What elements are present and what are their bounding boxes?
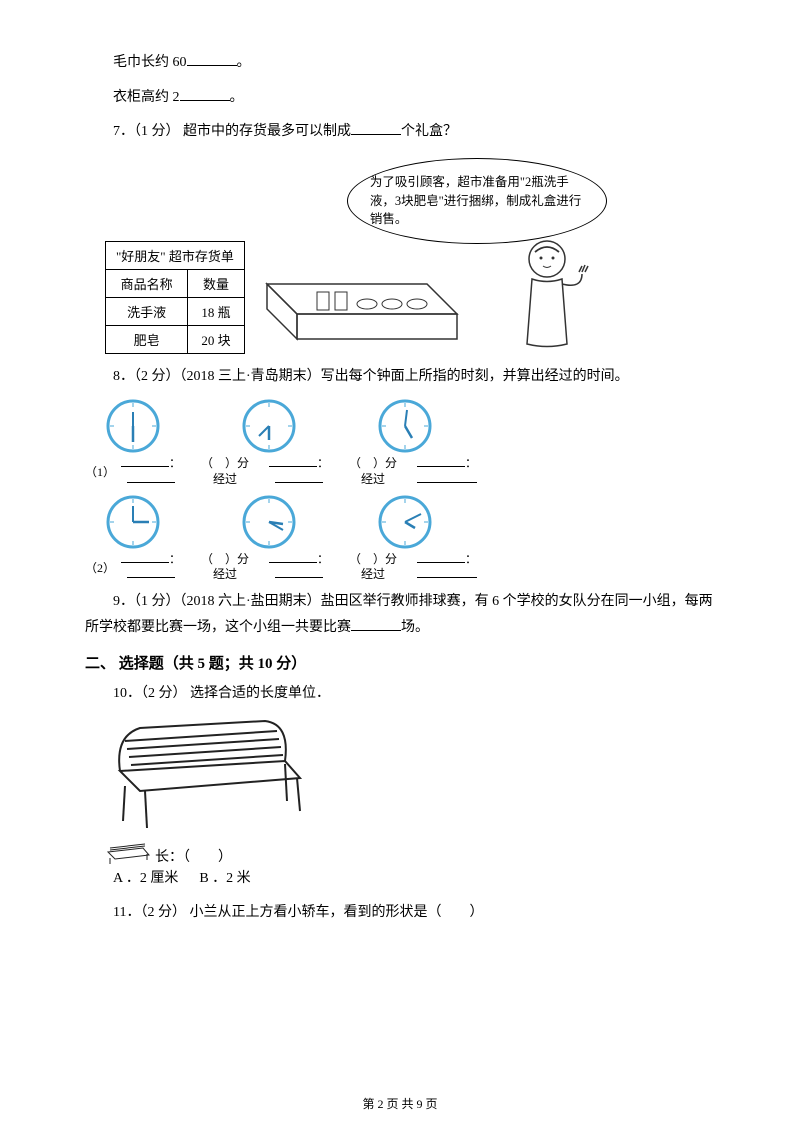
clock-icon — [377, 494, 433, 550]
clock-icon — [105, 398, 161, 454]
question-10: 10．（2 分） 选择合适的长度单位． — [85, 681, 715, 708]
table-title: "好朋友" 超市存货单 — [106, 241, 245, 269]
clock-icon — [241, 398, 297, 454]
text: 。 — [237, 55, 251, 70]
time-blank[interactable] — [417, 482, 477, 483]
bench-figure — [105, 716, 715, 836]
time-blank[interactable] — [417, 562, 465, 563]
q7-scene: 为了吸引顾客，超市准备用"2瓶洗手液，3块肥皂"进行捆绑，制成礼盒进行销售。 — [257, 154, 607, 354]
row-label: （2） — [85, 559, 111, 576]
q7-figure: "好朋友" 超市存货单 商品名称 数量 洗手液 18 瓶 肥皂 20 块 为了吸… — [105, 154, 715, 354]
row-label: （1） — [85, 463, 111, 480]
q10-answer: 长：（ ） — [155, 846, 232, 866]
time-blank[interactable] — [127, 577, 175, 578]
time-blank[interactable] — [275, 577, 323, 578]
table-row: 洗手液 18 瓶 — [106, 297, 245, 325]
person-icon — [507, 234, 597, 354]
time-blank[interactable] — [275, 482, 323, 483]
inventory-table: "好朋友" 超市存货单 商品名称 数量 洗手液 18 瓶 肥皂 20 块 — [105, 241, 245, 354]
q10-options: A ．2 厘米 B ．2 米 — [85, 866, 715, 893]
clock-icon — [105, 494, 161, 550]
time-blank[interactable] — [269, 466, 317, 467]
question-9: 9．（1 分）（2018 六上·盐田期末）盐田区举行教师排球赛，有 6 个学校的… — [85, 589, 715, 642]
cell: 20 块 — [188, 325, 245, 353]
q9-post: 场。 — [401, 620, 429, 635]
clock-icon — [377, 398, 433, 454]
blank[interactable] — [187, 52, 237, 66]
text: 。 — [230, 90, 244, 105]
bench-small: 长：（ ） — [105, 840, 715, 866]
question-8: 8．（2 分）（2018 三上·青岛期末）写出每个钟面上所指的时刻，并算出经过的… — [85, 364, 715, 391]
fill-blank-towel: 毛巾长约 60 。 — [85, 50, 715, 77]
option-b[interactable]: B ．2 米 — [199, 871, 250, 886]
fill-blank-wardrobe: 衣柜高约 2 。 — [85, 85, 715, 112]
header-cell: 商品名称 — [106, 269, 188, 297]
text: 衣柜高约 2 — [113, 90, 180, 105]
section-2-header: 二、 选择题（共 5 题；共 10 分） — [85, 652, 715, 673]
cell: 肥皂 — [106, 325, 188, 353]
header-cell: 数量 — [188, 269, 245, 297]
blank[interactable] — [351, 617, 401, 631]
clock-icon — [241, 494, 297, 550]
option-a[interactable]: A ．2 厘米 — [113, 871, 178, 886]
speech-bubble: 为了吸引顾客，超市准备用"2瓶洗手液，3块肥皂"进行捆绑，制成礼盒进行销售。 — [347, 158, 607, 244]
time-blank[interactable] — [121, 562, 169, 563]
bench-small-icon — [105, 840, 151, 866]
time-blank[interactable] — [121, 466, 169, 467]
blank[interactable] — [180, 87, 230, 101]
blank[interactable] — [351, 121, 401, 135]
time-blank[interactable] — [127, 482, 175, 483]
q7-post: 个礼盒？ — [401, 124, 457, 139]
page-footer: 第 2 页 共 9 页 — [0, 1095, 800, 1112]
question-11: 11．（2 分） 小兰从正上方看小轿车，看到的形状是（ ） — [85, 900, 715, 927]
q7-label: 7．（1 分） 超市中的存货最多可以制成 — [113, 124, 351, 139]
clocks-group-2: （2） ： （ ）分经过 ： （ ）分经过 ： — [85, 494, 715, 583]
bench-icon — [105, 716, 305, 831]
question-7: 7．（1 分） 超市中的存货最多可以制成 个礼盒？ — [85, 119, 715, 146]
time-blank[interactable] — [269, 562, 317, 563]
time-blank[interactable] — [417, 577, 477, 578]
cell: 18 瓶 — [188, 297, 245, 325]
cell: 洗手液 — [106, 297, 188, 325]
table-row: 商品名称 数量 — [106, 269, 245, 297]
table-row: 肥皂 20 块 — [106, 325, 245, 353]
text: 毛巾长约 60 — [113, 55, 187, 70]
gift-box-icon — [257, 254, 467, 344]
clocks-group-1: （1） ： （ ）分经过 ： （ ）分经过 ： — [85, 398, 715, 487]
time-blank[interactable] — [417, 466, 465, 467]
